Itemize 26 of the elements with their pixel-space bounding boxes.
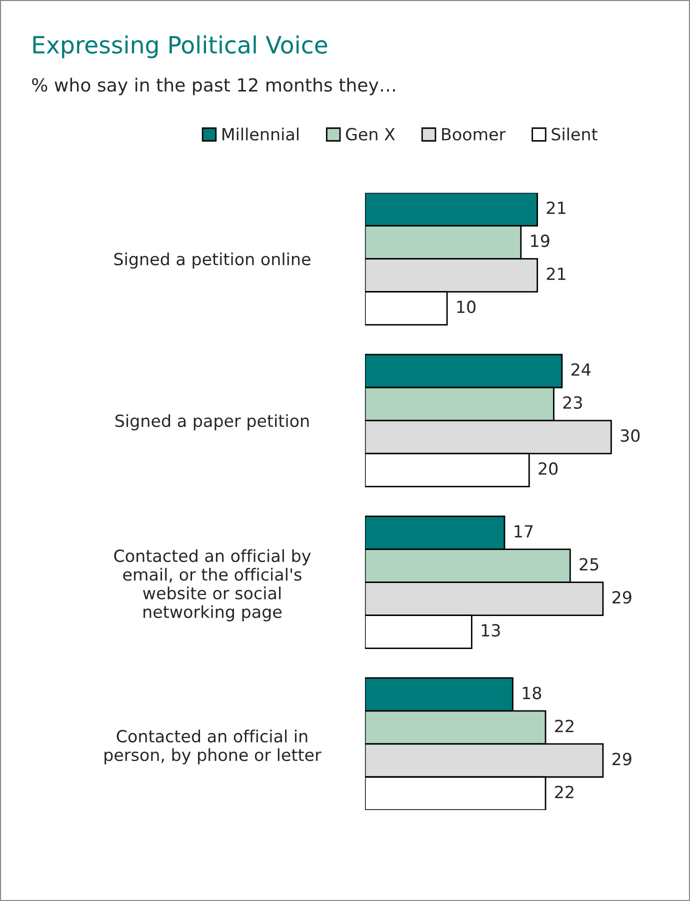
y-tick-label: Signed a paper petition	[115, 414, 309, 430]
legend-label: Gen X	[346, 128, 395, 141]
data-label: 25	[580, 558, 598, 571]
data-label: 20	[538, 462, 558, 475]
data-label: 24	[571, 363, 591, 376]
data-label: 29	[612, 752, 632, 766]
data-label: 21	[546, 268, 566, 280]
data-label: 22	[555, 786, 574, 798]
chart-title: Expressing Political Voice	[33, 35, 328, 58]
data-label: 21	[546, 202, 566, 214]
data-label: 29	[612, 591, 632, 604]
legend-label: Boomer	[442, 128, 506, 141]
data-label: 10	[457, 300, 476, 314]
legend-label: Millennial	[222, 128, 298, 141]
data-label: 13	[482, 624, 500, 637]
data-label: 17	[514, 525, 533, 538]
legend-label: Silent	[552, 128, 598, 141]
y-tick-label: Signed a petition online	[114, 252, 310, 269]
data-label: 19	[531, 234, 550, 248]
data-label: 23	[563, 396, 582, 409]
data-label: 18	[522, 686, 542, 700]
y-tick-label: Contacted an official by email, or the official's website or social networking page	[114, 549, 311, 622]
text: % who say in the past 12 months they…	[32, 78, 395, 96]
data-label: 30	[620, 429, 640, 442]
y-tick-label: Contacted an official in person, by phone or letter	[104, 730, 322, 764]
data-label: 22	[555, 720, 574, 732]
